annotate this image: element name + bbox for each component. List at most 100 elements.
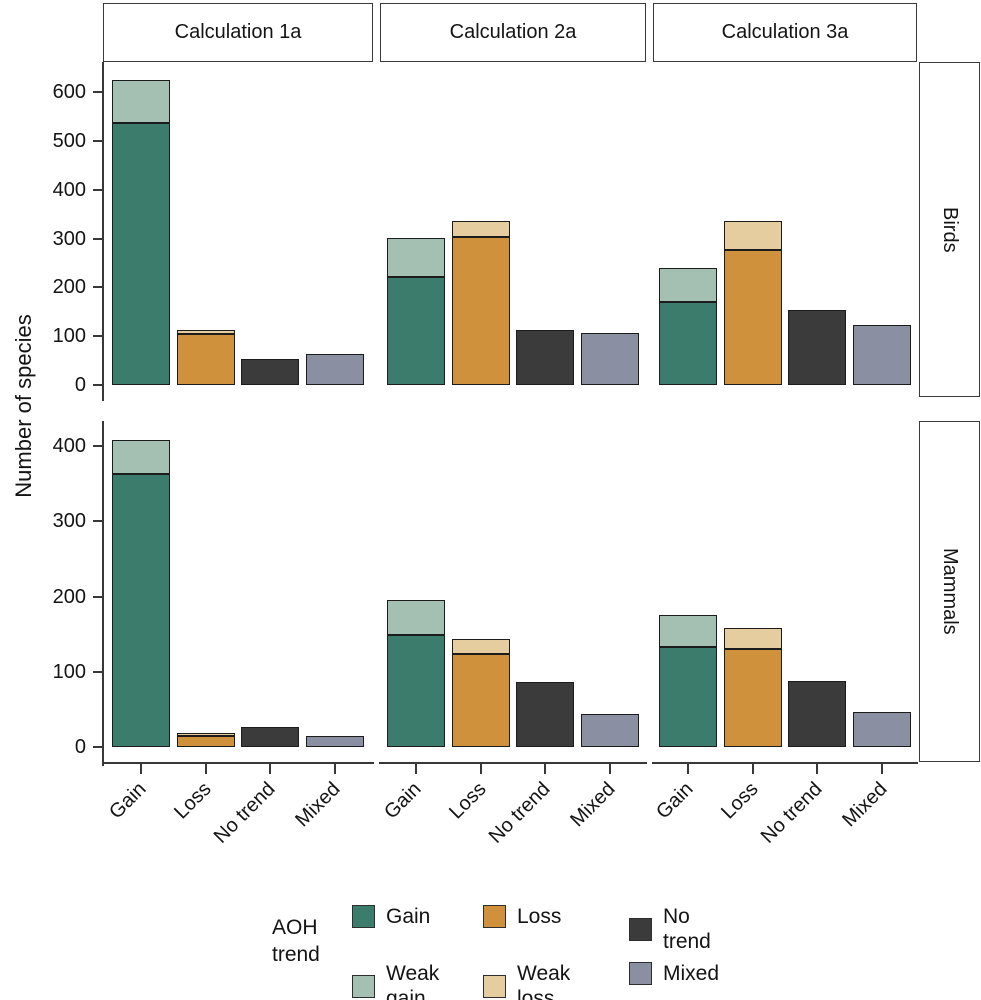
x-axis-tick: [204, 762, 207, 774]
x-axis-tick: [544, 762, 547, 774]
bar-birds-calculation-3a-gain-weak-gain: [659, 267, 718, 302]
legend-swatch-loss: [483, 905, 506, 928]
legend-label-mixed: Mixed: [663, 962, 720, 985]
x-axis-tick: [751, 762, 754, 774]
y-axis-tick: [93, 237, 102, 240]
y-tick-label: 600: [52, 81, 86, 103]
x-axis-tick: [415, 762, 418, 774]
bar-mammals-calculation-1a-gain-gain: [112, 473, 171, 747]
bar-mammals-calculation-3a-gain-gain: [659, 646, 718, 747]
facet-column-strip-calculation-2a: Calculation 2a: [380, 3, 646, 62]
legend-item-no-trend: No trend: [629, 904, 711, 954]
y-tick-label: 500: [52, 129, 86, 152]
legend-label-gain: Gain: [386, 905, 431, 928]
bar-birds-calculation-1a-gain-weak-gain: [112, 79, 171, 123]
bar-mammals-calculation-2a-no-trend-no-trend: [516, 682, 575, 747]
bar-birds-calculation-2a-loss-loss: [451, 237, 510, 385]
bar-mammals-calculation-3a-no-trend-no-trend: [788, 680, 847, 747]
bar-birds-calculation-2a-gain-gain: [387, 276, 446, 385]
facet-row-strip-birds: Birds: [919, 62, 980, 397]
legend-label-no-trend: No trend: [663, 905, 711, 953]
bar-mammals-calculation-2a-gain-weak-gain: [387, 599, 446, 635]
y-axis-tick: [93, 188, 102, 191]
bar-mammals-calculation-1a-loss-loss: [176, 736, 235, 747]
bar-mammals-calculation-3a-mixed-mixed: [852, 711, 911, 747]
y-axis-title: Number of species: [11, 314, 36, 498]
y-axis-tick: [93, 384, 102, 386]
facet-row-strip-mammals: Mammals: [919, 421, 980, 762]
y-tick-label: 300: [52, 510, 86, 533]
x-axis-tick: [269, 762, 272, 774]
y-tick-label: 400: [52, 435, 86, 457]
facet-column-strip-calculation-1a: Calculation 1a: [103, 3, 373, 62]
x-axis-tick: [479, 762, 482, 774]
y-tick-label: 200: [52, 585, 86, 608]
bar-mammals-calculation-2a-gain-gain: [387, 634, 446, 747]
y-axis-line-mammals: [101, 421, 104, 766]
bar-mammals-calculation-1a-mixed-mixed: [305, 736, 364, 747]
bar-birds-calculation-2a-mixed-mixed: [580, 332, 639, 385]
bar-birds-calculation-1a-loss-weak-loss: [176, 329, 235, 335]
x-axis-tick: [816, 762, 819, 774]
x-axis-tick: [333, 762, 336, 774]
bar-birds-calculation-3a-gain-gain: [659, 301, 718, 385]
legend-swatch-no-trend: [629, 917, 652, 941]
x-axis-tick: [608, 762, 611, 774]
y-tick-label: 0: [74, 736, 86, 758]
bar-birds-calculation-1a-gain-gain: [112, 122, 171, 385]
x-axis-tick: [687, 762, 690, 774]
bar-birds-calculation-2a-loss-weak-loss: [451, 220, 510, 238]
y-tick-label: 100: [52, 660, 86, 683]
bar-birds-calculation-1a-mixed-mixed: [305, 353, 364, 385]
y-tick-label: 400: [52, 178, 86, 201]
legend-item-loss: Loss: [483, 904, 561, 929]
bar-birds-calculation-2a-no-trend-no-trend: [516, 329, 575, 385]
bar-birds-calculation-3a-loss-loss: [723, 250, 782, 385]
legend-label-weak-loss: Weak loss: [517, 962, 571, 1000]
y-tick-label: 100: [52, 325, 86, 348]
legend-swatch-mixed: [629, 962, 652, 985]
legend-label-weak-gain: Weak gain: [386, 962, 440, 1000]
bar-birds-calculation-1a-loss-loss: [176, 334, 235, 385]
y-axis-tick: [93, 595, 102, 598]
legend-swatch-weak-loss: [483, 974, 506, 998]
bar-birds-calculation-3a-mixed-mixed: [852, 324, 911, 385]
y-axis-line-birds: [101, 62, 104, 401]
y-tick-label: 0: [74, 374, 86, 396]
legend-swatch-gain: [352, 905, 375, 928]
bar-mammals-calculation-1a-no-trend-no-trend: [241, 727, 300, 747]
x-axis-line: [102, 762, 374, 764]
y-tick-label: 300: [52, 227, 86, 250]
x-axis-tick: [140, 762, 143, 774]
y-tick-label: 200: [52, 276, 86, 299]
legend-item-weak-gain: Weak gain: [352, 961, 439, 1000]
bar-birds-calculation-2a-gain-weak-gain: [387, 238, 446, 277]
bar-birds-calculation-1a-no-trend-no-trend: [241, 359, 300, 385]
bar-mammals-calculation-2a-loss-weak-loss: [451, 638, 510, 654]
legend-item-gain: Gain: [352, 904, 430, 929]
facet-column-strip-calculation-3a: Calculation 3a: [653, 3, 917, 62]
bar-mammals-calculation-3a-gain-weak-gain: [659, 614, 718, 647]
y-axis-tick: [93, 139, 102, 142]
x-axis-tick: [880, 762, 883, 774]
x-axis-line: [652, 762, 918, 764]
bar-birds-calculation-3a-loss-weak-loss: [723, 220, 782, 251]
legend-item-weak-loss: Weak loss: [483, 961, 570, 1000]
bar-birds-calculation-3a-no-trend-no-trend: [788, 309, 847, 385]
legend-label-loss: Loss: [517, 905, 562, 928]
y-axis-tick: [93, 746, 102, 748]
bar-mammals-calculation-2a-loss-loss: [451, 653, 510, 747]
y-axis-tick: [93, 286, 102, 289]
x-axis-line: [379, 762, 647, 764]
y-axis-tick: [93, 335, 102, 338]
legend-swatch-weak-gain: [352, 974, 375, 998]
bar-mammals-calculation-3a-loss-loss: [723, 649, 782, 747]
legend-item-mixed: Mixed: [629, 961, 719, 986]
bar-mammals-calculation-1a-gain-weak-gain: [112, 439, 171, 474]
bar-mammals-calculation-1a-loss-weak-loss: [176, 732, 235, 737]
y-axis-tick: [93, 670, 102, 673]
legend-title: AOH trend: [272, 916, 320, 966]
bar-mammals-calculation-2a-mixed-mixed: [580, 713, 639, 747]
bar-mammals-calculation-3a-loss-weak-loss: [723, 628, 782, 650]
